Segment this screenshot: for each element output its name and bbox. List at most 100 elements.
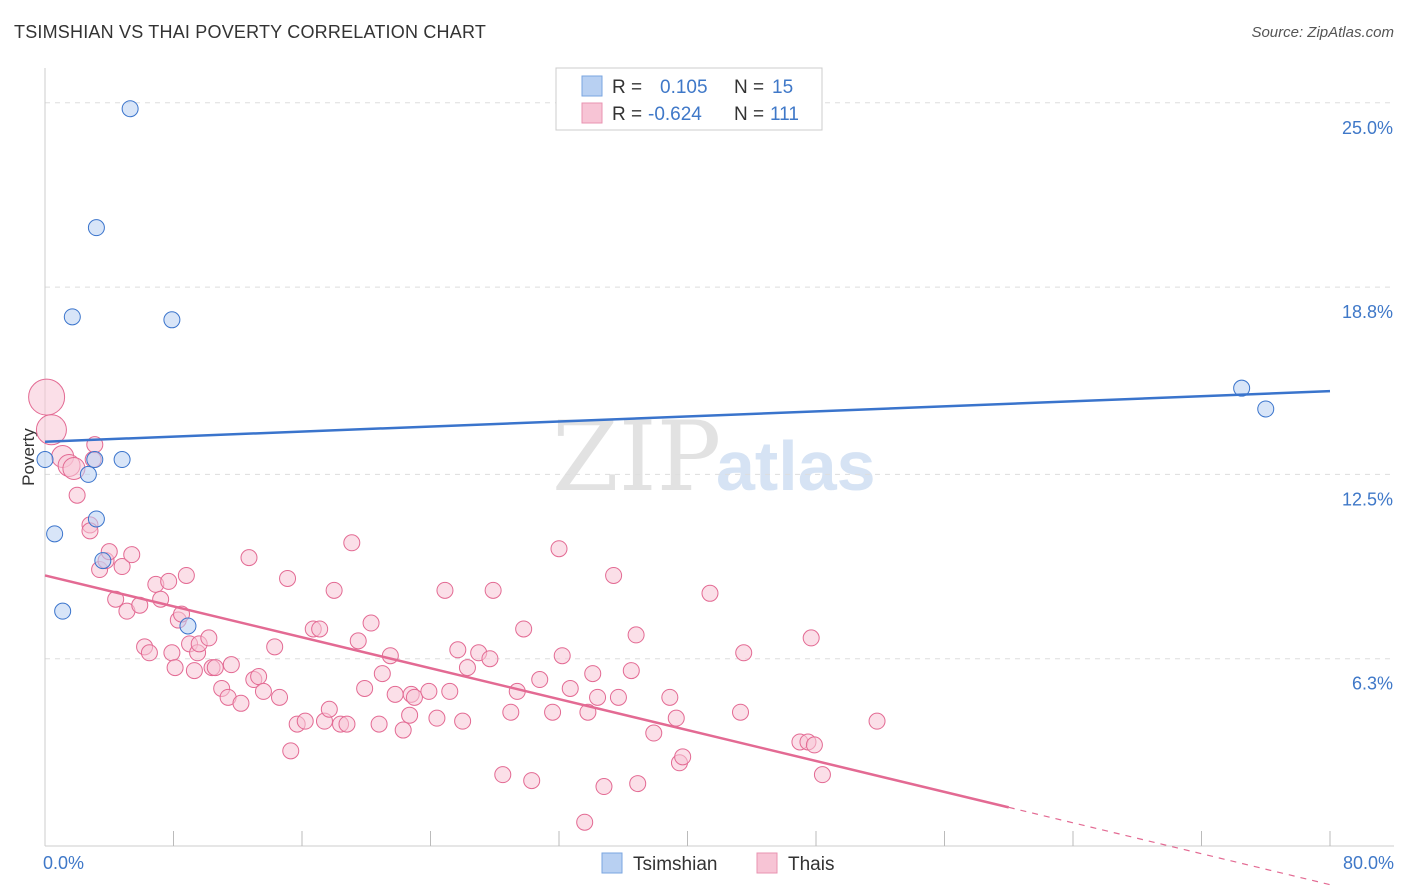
y-tick-label: 18.8% (1342, 302, 1393, 322)
thais-point (386, 685, 404, 703)
thais-point (28, 378, 66, 416)
thais-point (401, 706, 419, 724)
tsimshian-point (86, 451, 104, 469)
thais-point (576, 813, 594, 831)
legend-box: R = 0.105 N = 15 R = -0.624 N = 111 (555, 67, 823, 131)
thais-point (458, 659, 476, 677)
thais-point (494, 766, 512, 784)
bottom-legend-swatch-tsimshian (601, 852, 623, 874)
thais-point (113, 558, 131, 576)
thais-point (515, 620, 533, 638)
thais-point (271, 688, 289, 706)
thais-point (605, 566, 623, 584)
thais-point (185, 662, 203, 680)
legend-swatch-tsimshian (581, 75, 603, 97)
thais-point (373, 665, 391, 683)
bottom-legend: Tsimshian Thais (601, 852, 834, 875)
thais-point (436, 581, 454, 599)
thais-point (381, 647, 399, 665)
tsimshian-point (179, 617, 197, 635)
thais-point (166, 659, 184, 677)
tsimshian-point (54, 602, 72, 620)
thais-point (802, 629, 820, 647)
x-ticks (173, 831, 1331, 846)
thais-point (732, 703, 750, 721)
thais-point (35, 414, 67, 446)
thais-point (561, 679, 579, 697)
tsimshian-point (79, 465, 97, 483)
tsimshian-point (1233, 379, 1251, 397)
thais-point (222, 656, 240, 674)
series-thais (28, 378, 886, 831)
legend-r-value-2: -0.624 (648, 104, 702, 125)
thais-point (629, 775, 647, 793)
y-axis-title: Poverty (19, 428, 38, 486)
tsimshian-point (46, 525, 64, 543)
thais-point (701, 584, 719, 602)
legend-n-value-2: 111 (770, 104, 799, 125)
legend-r-label-1: R = (612, 77, 642, 98)
thais-point (320, 700, 338, 718)
thais-point (595, 778, 613, 796)
thais-point (420, 682, 438, 700)
tsimshian-point (94, 552, 112, 570)
thais-point (200, 629, 218, 647)
thais-point (544, 703, 562, 721)
thais-point (370, 715, 388, 733)
thais-point (266, 638, 284, 656)
thais-point (531, 671, 549, 689)
thais-point (622, 662, 640, 680)
gridlines (45, 102, 1394, 660)
tsimshian-point (1257, 400, 1275, 418)
thais-point (338, 715, 356, 733)
thais-point (441, 682, 459, 700)
thais-point (584, 665, 602, 683)
thais-point (232, 694, 250, 712)
thais-trend-line (44, 574, 1010, 809)
thais-point (160, 572, 178, 590)
thais-point (667, 709, 685, 727)
thais-point (296, 712, 314, 730)
tsimshian-point (63, 308, 81, 326)
x-tick-label-min: 0.0% (43, 853, 84, 873)
thais-point (502, 703, 520, 721)
y-tick-label: 25.0% (1342, 118, 1393, 138)
bottom-legend-swatch-thais (756, 852, 778, 874)
y-tick-label: 6.3% (1352, 674, 1393, 694)
thais-point (589, 688, 607, 706)
thais-point (349, 632, 367, 650)
thais-point (279, 569, 297, 587)
thais-point (68, 486, 86, 504)
legend-r-label-2: R = (612, 104, 642, 125)
x-tick-label-max: 80.0% (1343, 853, 1394, 873)
bottom-legend-thais: Thais (788, 854, 834, 875)
thais-point (661, 688, 679, 706)
source-label: Source: ZipAtlas.com (1251, 24, 1394, 41)
thais-point (206, 659, 224, 677)
legend-swatch-thais (581, 102, 603, 124)
tsimshian-point (36, 451, 54, 469)
thais-point (362, 614, 380, 632)
tsimshian-point (121, 100, 139, 118)
y-tick-labels: 6.3% 12.5% 18.8% 25.0% (1342, 118, 1393, 694)
thais-point (240, 549, 258, 567)
thais-point (123, 546, 141, 564)
thais-point (481, 650, 499, 668)
series-tsimshian (36, 100, 1275, 635)
bottom-legend-tsimshian: Tsimshian (633, 854, 717, 875)
thais-point (813, 766, 831, 784)
thais-point (484, 581, 502, 599)
thais-point (553, 647, 571, 665)
thais-point (449, 641, 467, 659)
watermark-atlas: atlas (716, 427, 876, 505)
thais-point (356, 679, 374, 697)
chart-title: TSIMSHIAN VS THAI POVERTY CORRELATION CH… (14, 22, 487, 42)
thais-point (405, 688, 423, 706)
thais-point (674, 748, 692, 766)
tsimshian-trend-line (44, 389, 1331, 443)
tsimshian-point (87, 510, 105, 528)
tsimshian-point (113, 451, 131, 469)
thais-point (394, 721, 412, 739)
thais-point (868, 712, 886, 730)
